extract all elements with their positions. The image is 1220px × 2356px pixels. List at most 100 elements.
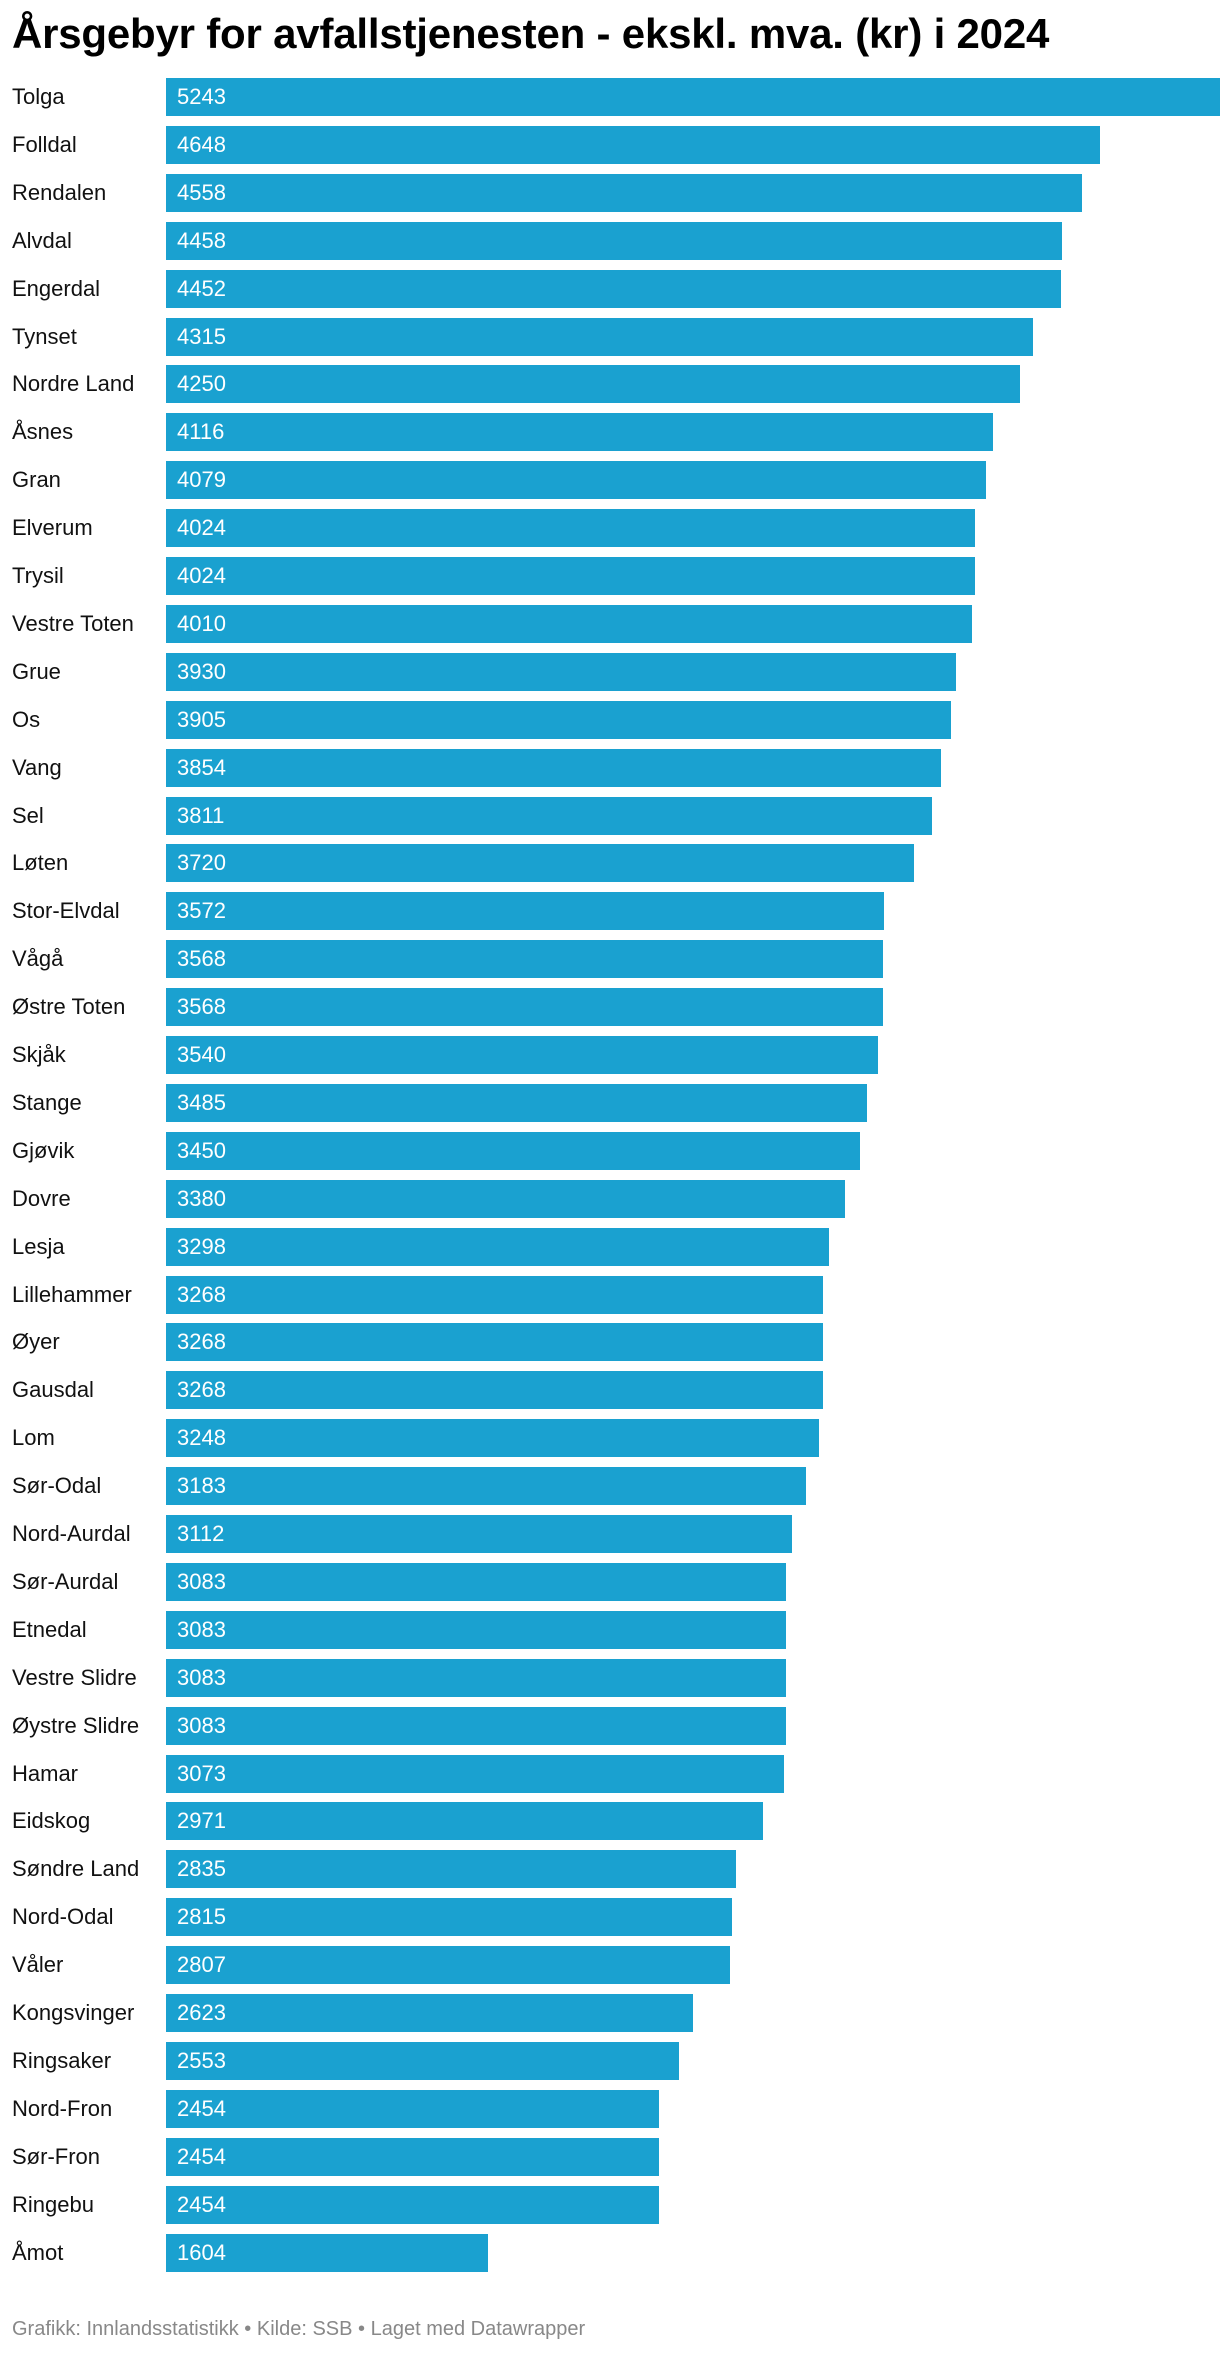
bar	[166, 1276, 823, 1314]
category-label: Elverum	[12, 515, 93, 540]
category-label: Nordre Land	[12, 371, 135, 396]
category-label: Sør-Fron	[12, 2144, 100, 2169]
category-label: Hamar	[12, 1761, 79, 1786]
category-label: Nord-Odal	[12, 1904, 114, 1929]
bar-value-label: 4452	[177, 276, 226, 301]
bar	[166, 1084, 867, 1122]
category-label: Vestre Slidre	[12, 1665, 137, 1690]
category-label: Lillehammer	[12, 1282, 132, 1307]
bar-value-label: 3268	[177, 1329, 226, 1354]
chart-footer: Grafikk: Innlandsstatistikk • Kilde: SSB…	[12, 2316, 585, 2342]
bar	[166, 1180, 845, 1218]
bar	[166, 1994, 693, 2032]
bar-value-label: 3905	[177, 707, 226, 732]
category-label: Eidskog	[12, 1808, 91, 1833]
category-label: Sør-Odal	[12, 1473, 102, 1498]
bar-value-label: 4010	[177, 611, 226, 636]
bar-value-label: 3854	[177, 755, 226, 780]
category-label: Søndre Land	[12, 1856, 140, 1881]
bar-value-label: 4458	[177, 228, 226, 253]
footer-separator: •	[352, 2318, 371, 2340]
category-label: Løten	[12, 850, 69, 875]
bar	[166, 461, 986, 499]
category-label: Gausdal	[12, 1377, 94, 1402]
footer-separator: •	[238, 2318, 257, 2340]
bar	[166, 940, 883, 978]
bar	[166, 605, 972, 643]
bar-value-label: 3450	[177, 1138, 226, 1163]
bar	[166, 2042, 679, 2080]
category-label: Øyer	[12, 1329, 60, 1354]
category-label: Sel	[12, 803, 44, 828]
category-label: Stor-Elvdal	[12, 898, 120, 923]
category-label: Sør-Aurdal	[12, 1569, 119, 1594]
bar	[166, 1563, 786, 1601]
category-label: Vågå	[12, 946, 64, 971]
bar-value-label: 3183	[177, 1473, 226, 1498]
bar-value-label: 3248	[177, 1425, 226, 1450]
footer-made-with: Laget med Datawrapper	[370, 2318, 586, 2340]
bar-value-label: 3380	[177, 1186, 226, 1211]
category-label: Åmot	[12, 2240, 64, 2265]
bar-value-label: 3930	[177, 659, 226, 684]
category-label: Lom	[12, 1425, 55, 1450]
bar	[166, 557, 975, 595]
bar	[166, 174, 1082, 212]
bar-value-label: 3083	[177, 1665, 226, 1690]
bar-value-label: 3568	[177, 946, 226, 971]
bar-value-label: 2454	[177, 2144, 226, 2169]
bar	[166, 1659, 786, 1697]
footer-graphic-credit: Grafikk: Innlandsstatistikk	[12, 2318, 239, 2340]
bar	[166, 1802, 763, 1840]
category-label: Etnedal	[12, 1617, 87, 1642]
category-label: Øystre Slidre	[12, 1713, 140, 1738]
bar-value-label: 2454	[177, 2096, 226, 2121]
bar	[166, 365, 1020, 403]
bar-value-label: 2835	[177, 1856, 226, 1881]
bar-chart: Tolga 5243 Folldal 4648 Rendalen 4558 Alvdal 44…	[0, 78, 1220, 2278]
category-label: Grue	[12, 659, 61, 684]
bar-value-label: 4116	[177, 419, 225, 444]
bar-value-label: 3485	[177, 1090, 226, 1115]
bar	[166, 1946, 730, 1984]
bar-value-label: 2553	[177, 2048, 226, 2073]
bar	[166, 1611, 786, 1649]
category-label: Kongsvinger	[12, 2000, 135, 2025]
bar	[166, 1419, 819, 1457]
bar	[166, 1323, 823, 1361]
bar-value-label: 2623	[177, 2000, 226, 2025]
category-label: Nord-Fron	[12, 2096, 113, 2121]
bar	[166, 413, 993, 451]
bar-value-label: 4250	[177, 371, 226, 396]
bar-value-label: 4648	[177, 132, 226, 157]
category-label: Trysil	[12, 563, 64, 588]
category-label: Ringsaker	[12, 2048, 112, 2073]
category-label: Vestre Toten	[12, 611, 134, 636]
bar	[166, 701, 951, 739]
bar	[166, 749, 941, 787]
category-label: Dovre	[12, 1186, 71, 1211]
bar	[166, 126, 1100, 164]
bar	[166, 797, 932, 835]
bar	[166, 318, 1033, 356]
bar-value-label: 2807	[177, 1952, 226, 1977]
bar	[166, 1132, 860, 1170]
bar	[166, 844, 914, 882]
category-label: Stange	[12, 1090, 82, 1115]
category-label: Lesja	[12, 1234, 65, 1259]
bar-value-label: 2971	[177, 1808, 226, 1833]
bar-value-label: 3568	[177, 994, 226, 1019]
bar	[166, 892, 884, 930]
category-label: Våler	[12, 1952, 64, 1977]
bar	[166, 1515, 792, 1553]
category-label: Vang	[12, 755, 62, 780]
bar	[166, 653, 956, 691]
bar-value-label: 3083	[177, 1713, 226, 1738]
bar-value-label: 3073	[177, 1761, 226, 1786]
bar	[166, 1467, 806, 1505]
bar-value-label: 2815	[177, 1904, 226, 1929]
bar-value-label: 5243	[177, 84, 226, 109]
bar	[166, 509, 975, 547]
category-label: Folldal	[12, 132, 77, 157]
bar-value-label: 3811	[177, 803, 225, 828]
